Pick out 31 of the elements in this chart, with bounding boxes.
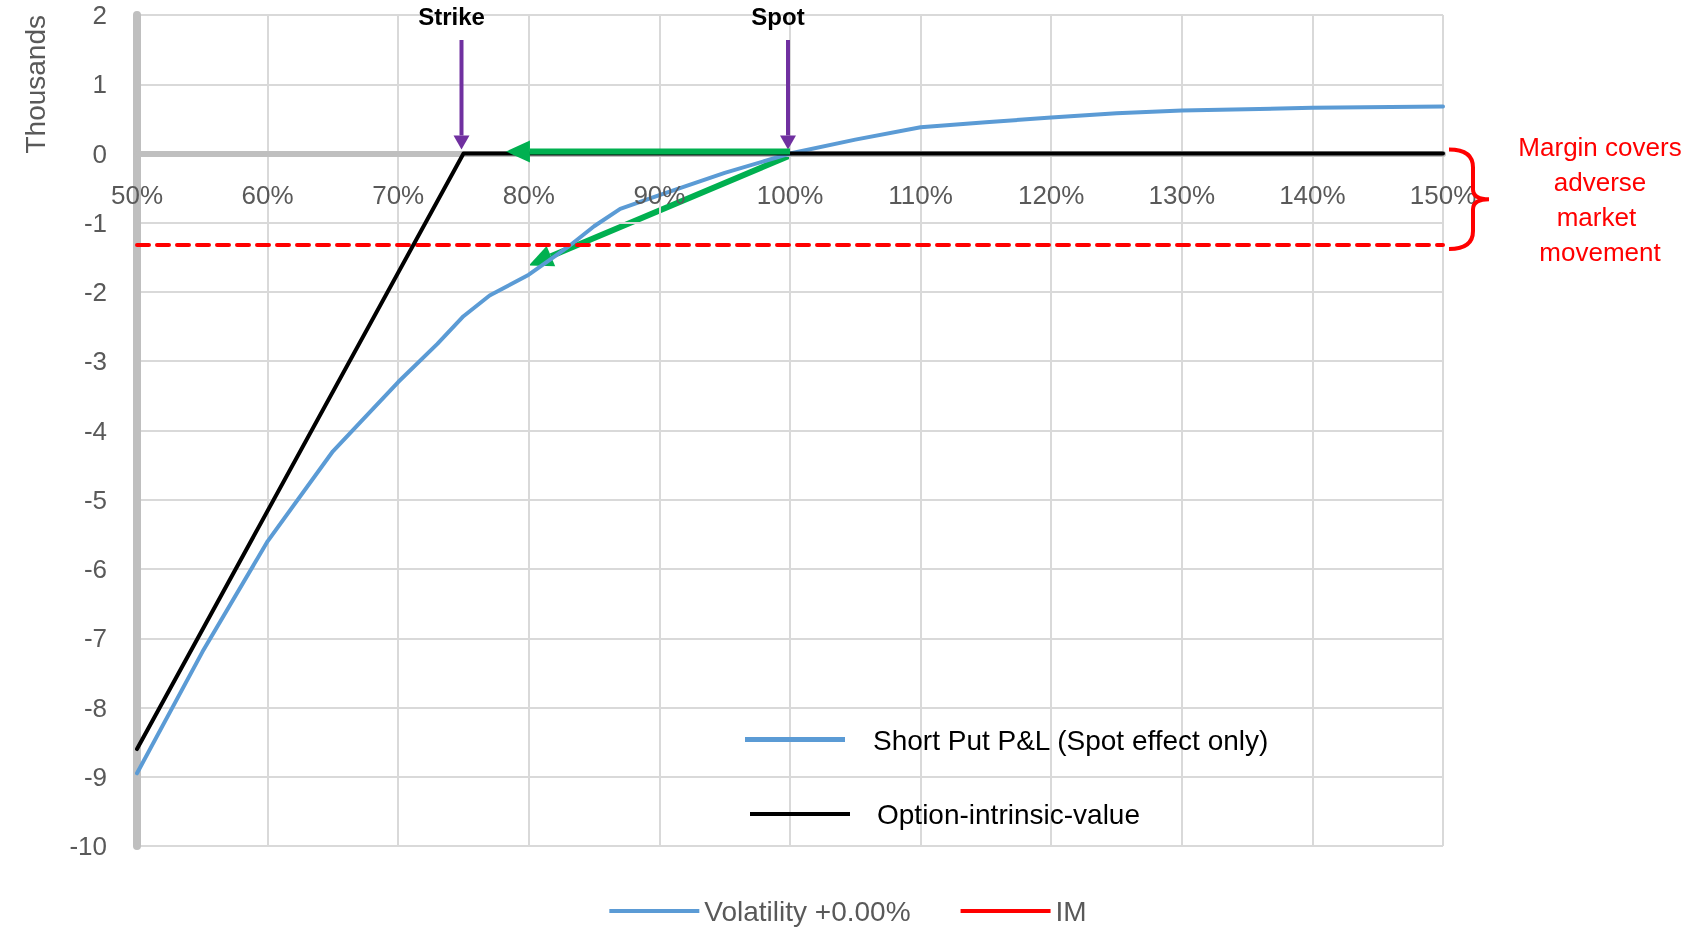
y-tick-label: -7 (83, 623, 107, 654)
y-tick-label: -2 (83, 277, 107, 307)
y-tick-label: 0 (92, 138, 107, 169)
y-tick-label: 1 (92, 69, 107, 100)
text: Margin covers adverse market movement (1518, 131, 1682, 267)
x-tick-label: 50% (110, 179, 164, 210)
x-tick-label: 80% (502, 179, 555, 210)
legend-label: Volatility +0.00% (704, 895, 911, 927)
y-tick-label: -10 (69, 831, 107, 861)
y-tick-label: -8 (83, 692, 107, 723)
x-tick-label: 70% (372, 179, 425, 210)
y-tick-label: -1 (83, 207, 107, 238)
annotation: Short Put P&L (Spot effect only) (873, 724, 1269, 756)
y-tick-label: -3 (83, 346, 107, 377)
x-tick-label: 140% (1279, 179, 1346, 210)
y-tick-label: -4 (83, 415, 107, 446)
y-tick-label: 2 (92, 0, 107, 30)
x-tick-label: 60% (241, 179, 294, 210)
x-tick-label: 150% (1409, 179, 1477, 210)
legend-label: IM (1055, 895, 1087, 927)
legend-label: Option-intrinsic-value (877, 798, 1140, 830)
y-tick-label: -5 (83, 484, 107, 515)
annotation: Spot (751, 2, 805, 30)
y-tick-label: -9 (83, 761, 107, 792)
x-tick-label: 110% (888, 179, 953, 210)
annotation: Strike (418, 2, 485, 30)
x-tick-label: 130% (1148, 179, 1216, 210)
y-axis-title: Thousands (19, 15, 51, 154)
x-tick-label: 120% (1017, 179, 1085, 210)
y-tick-label: -6 (83, 554, 107, 584)
x-tick-label: 100% (756, 179, 824, 210)
